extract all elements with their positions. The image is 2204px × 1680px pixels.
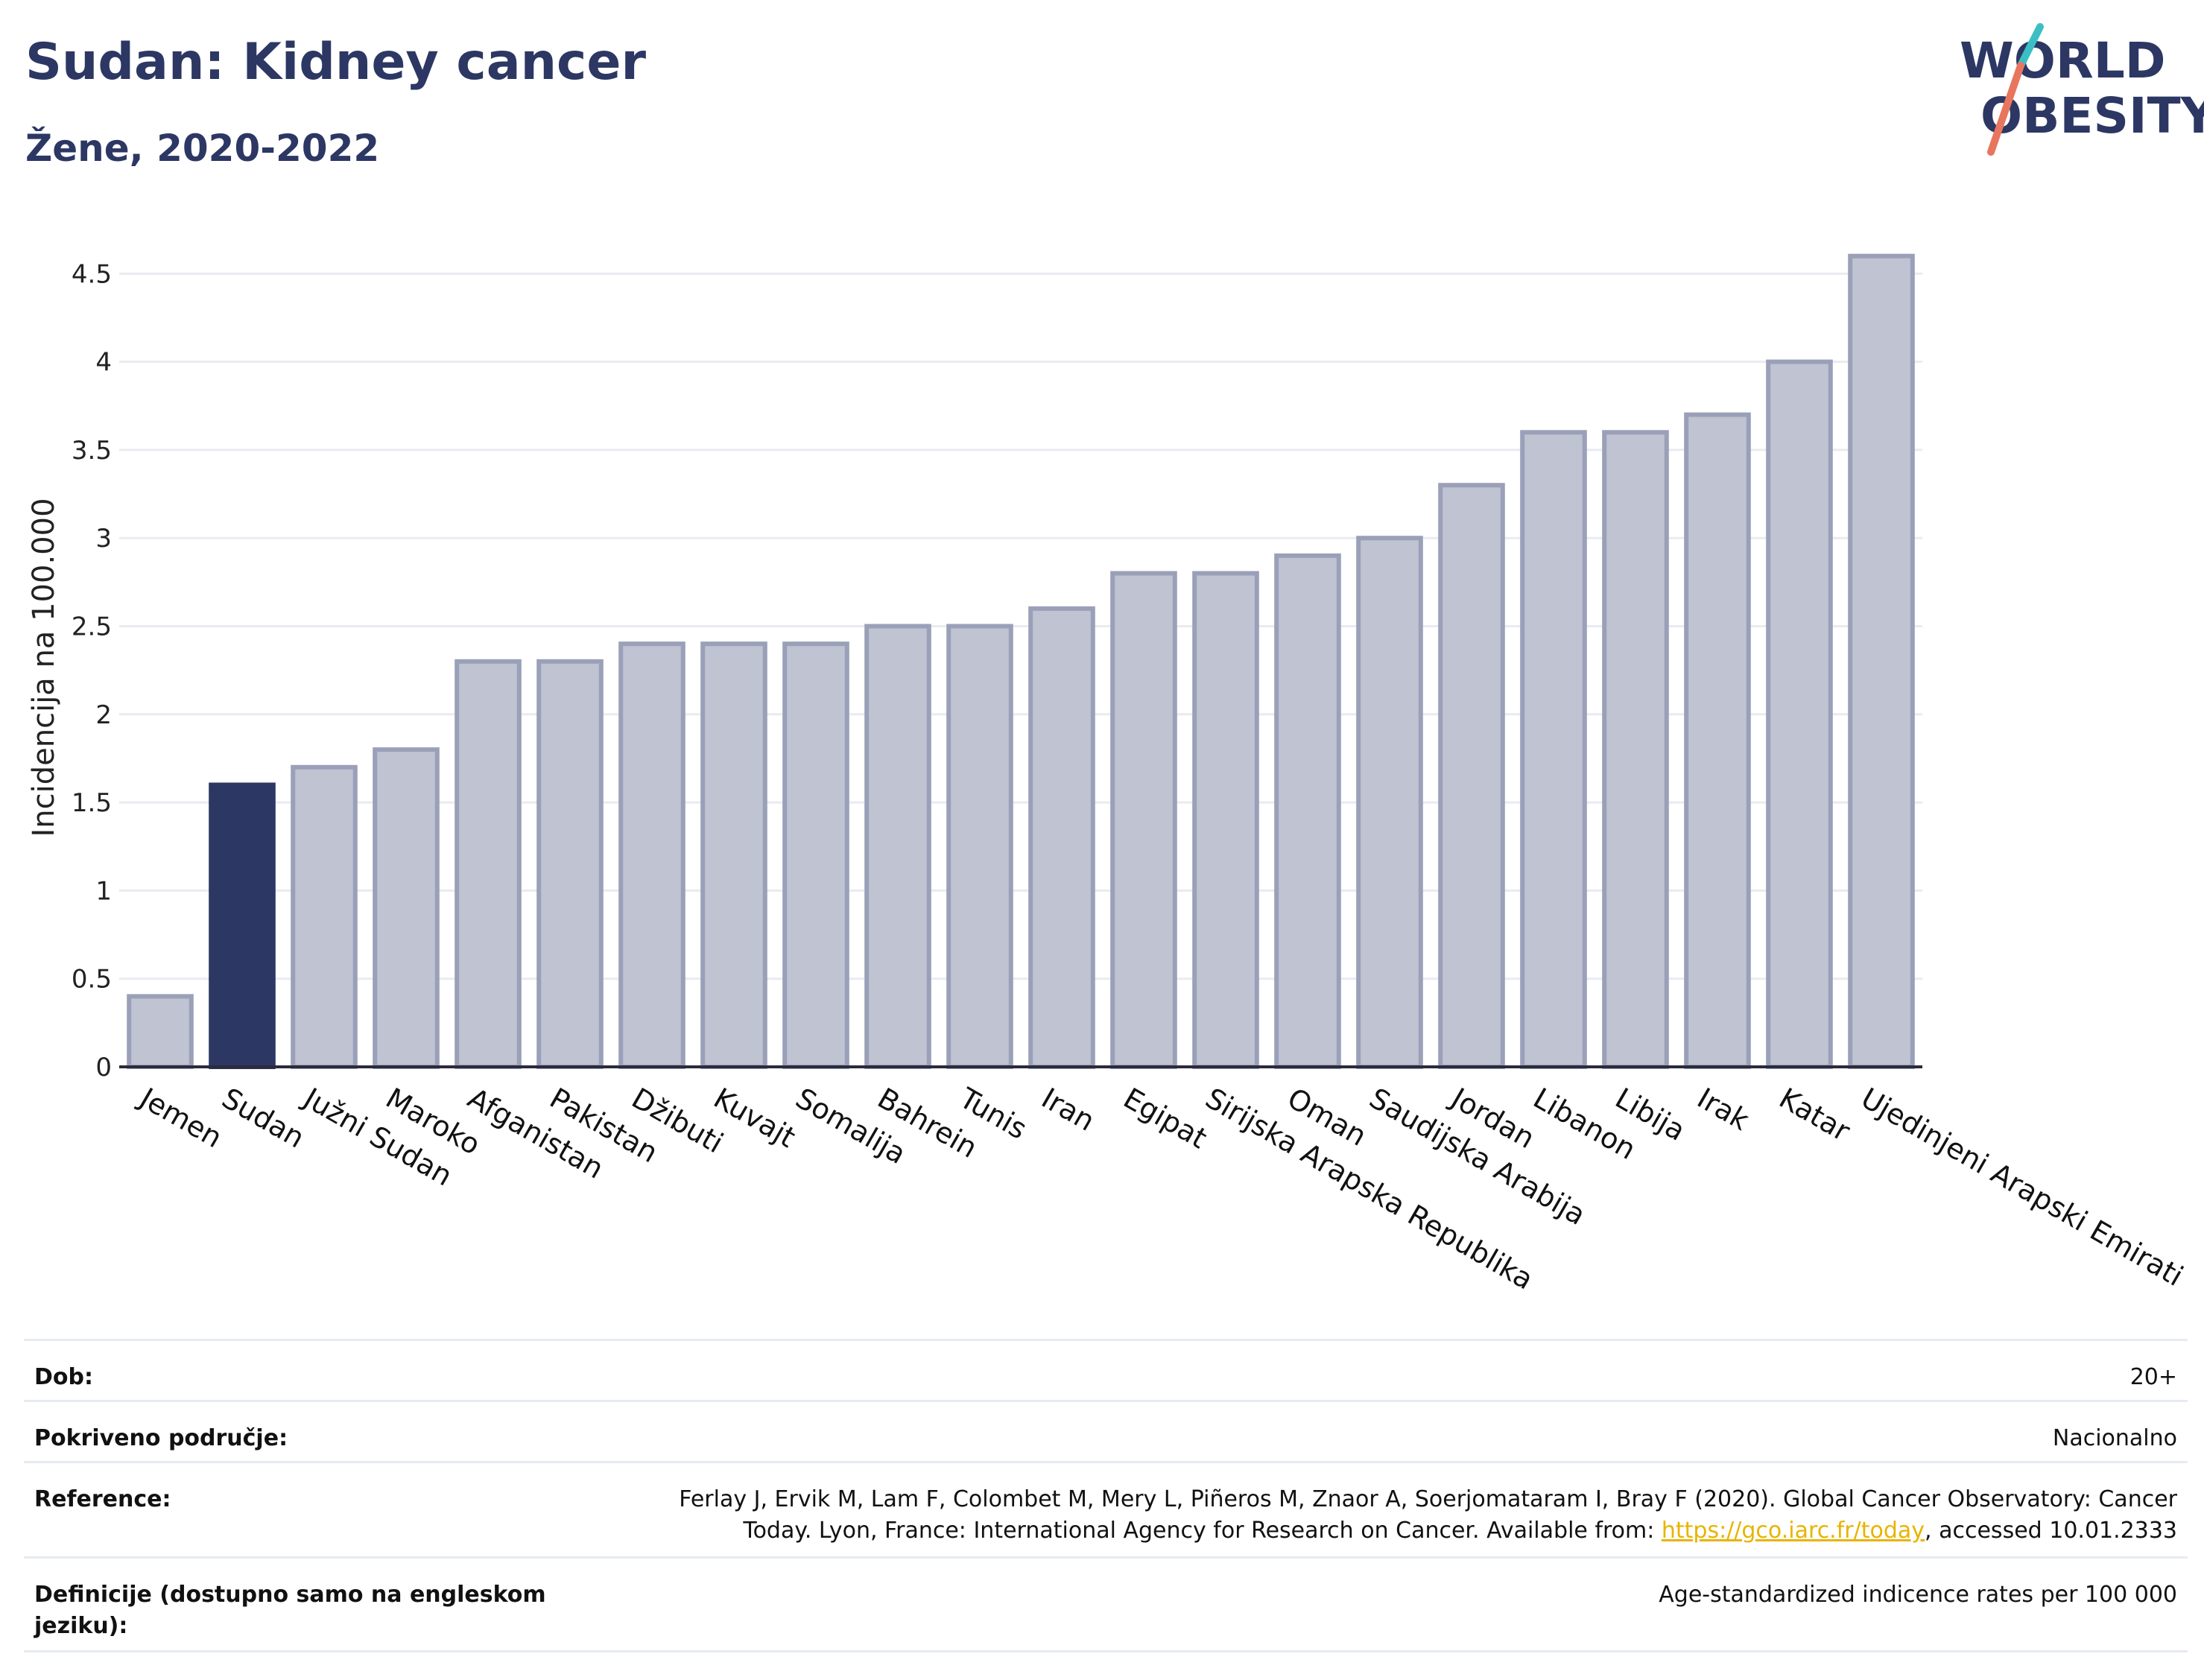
- y-tick-label: 0: [95, 1053, 112, 1083]
- logo-word-obesity: OBESITY: [1980, 87, 2204, 145]
- info-table: Dob: 20+ Pokriveno područje: Nacionalno Refe…: [24, 1339, 2188, 1652]
- y-tick-label: 3.5: [72, 436, 112, 466]
- bar-ujedinjeni-arapski-emirati: [1848, 253, 1915, 1070]
- info-label: Pokriveno područje:: [34, 1425, 288, 1451]
- info-label: Definicije (dostupno samo na engleskom j…: [34, 1582, 546, 1639]
- bar-jordan: [1438, 483, 1505, 1069]
- info-value: 20+: [2129, 1364, 2177, 1390]
- info-table-bottom-border: [24, 1650, 2188, 1652]
- info-row: Definicije (dostupno samo na engleskom j…: [24, 1556, 2188, 1650]
- bar-iran: [1028, 606, 1095, 1069]
- info-row: Pokriveno područje: Nacionalno: [24, 1400, 2188, 1461]
- bar-džibuti: [618, 641, 685, 1069]
- y-tick-label: 3: [95, 524, 112, 554]
- info-row: Reference: Ferlay J, Ervik M, Lam F, Colo…: [24, 1461, 2188, 1556]
- y-tick-label: 4.5: [72, 259, 112, 289]
- y-tick-label: 4: [95, 348, 112, 378]
- bar-libanon: [1520, 430, 1587, 1069]
- x-tick-label: Irak: [1692, 1082, 1755, 1137]
- logo-slash-coral: [1987, 62, 2024, 156]
- logo-word-world: WORLD: [1960, 32, 2166, 89]
- y-axis-label: Incidencija na 100.000: [27, 498, 61, 837]
- info-row: Dob: 20+: [24, 1339, 2188, 1400]
- bar-irak: [1684, 412, 1751, 1069]
- bar-oman: [1274, 553, 1341, 1069]
- x-tick-label: Katar: [1774, 1082, 1856, 1148]
- bar-katar: [1766, 359, 1833, 1070]
- bar-egipat: [1110, 571, 1177, 1069]
- bar-maroko: [373, 747, 440, 1070]
- logo-slash-teal: [2017, 23, 2044, 69]
- world-obesity-logo: WORLD OBESITY: [1960, 23, 2204, 156]
- y-tick-label: 2: [95, 700, 112, 730]
- chart-title: Sudan: Kidney cancer: [25, 33, 646, 92]
- bar-afganistan: [455, 659, 522, 1069]
- info-label: Reference:: [34, 1486, 171, 1512]
- bar-pakistan: [536, 659, 604, 1069]
- bar-jemen: [127, 994, 194, 1069]
- info-value: Ferlay J, Ervik M, Lam F, Colombet M, Me…: [612, 1484, 2177, 1547]
- y-tick-label: 2.5: [72, 612, 112, 642]
- reference-link[interactable]: https://gco.iarc.fr/today: [1661, 1518, 1925, 1544]
- bar-sudan: [209, 782, 276, 1069]
- bars: [127, 253, 1915, 1070]
- bar-tunis: [946, 624, 1013, 1069]
- x-tick-label: Sudan: [217, 1082, 311, 1155]
- bar-somalija: [782, 641, 849, 1069]
- x-tick-label: Jemen: [133, 1081, 228, 1155]
- x-tick-label: Egipat: [1118, 1082, 1213, 1156]
- reference-text: Ferlay J, Ervik M, Lam F, Colombet M, Me…: [679, 1486, 2177, 1544]
- reference-accessed: , accessed 10.01.2333: [1925, 1518, 2177, 1544]
- info-value: Nacionalno: [2052, 1425, 2177, 1451]
- info-value: Age-standardized indicence rates per 100…: [1659, 1582, 2177, 1608]
- y-tick-labels: 0 0.5 1 1.5 2 2.5 3 3.5 4 4.5: [72, 259, 112, 1083]
- x-tick-label: Ujedinjeni Arapski Emirati: [1856, 1082, 2189, 1293]
- bar-sirijska-arapska-republika: [1192, 571, 1259, 1069]
- bar-libija: [1602, 430, 1669, 1069]
- x-tick-label: Kuvajt: [709, 1082, 801, 1154]
- bar-saudijska-arabija: [1356, 536, 1423, 1069]
- chart-subtitle: Žene, 2020-2022: [25, 127, 380, 170]
- info-label: Dob:: [34, 1364, 93, 1390]
- y-tick-label: 0.5: [72, 965, 112, 995]
- x-tick-label: Iran: [1036, 1082, 1101, 1138]
- bar-bahrein: [864, 624, 931, 1069]
- bar-južni-sudan: [291, 764, 358, 1069]
- bar-kuvajt: [700, 641, 767, 1069]
- y-tick-label: 1.5: [72, 788, 112, 818]
- y-tick-label: 1: [95, 876, 112, 906]
